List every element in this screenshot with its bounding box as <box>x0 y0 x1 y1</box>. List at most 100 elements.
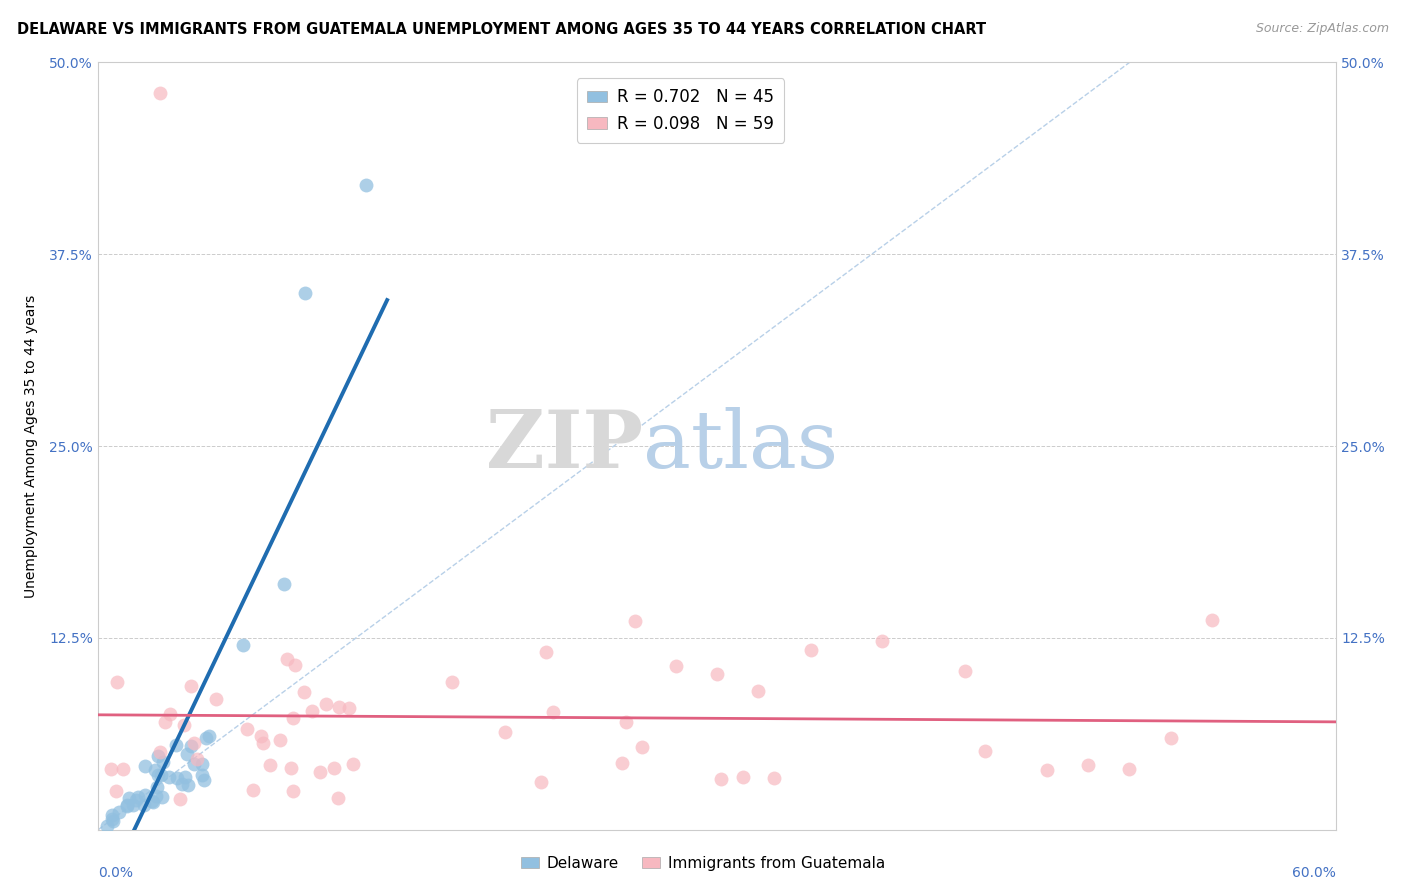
Point <box>953 664 976 678</box>
Point <box>342 757 364 772</box>
Point <box>141 794 163 808</box>
Point <box>180 739 202 753</box>
Point <box>183 736 205 750</box>
Point <box>115 799 138 814</box>
Point <box>284 658 307 673</box>
Point <box>441 675 464 690</box>
Point <box>157 770 180 784</box>
Point <box>747 684 769 698</box>
Point <box>150 790 173 805</box>
Point <box>100 762 122 776</box>
Text: 0.0%: 0.0% <box>98 866 134 880</box>
Point <box>731 770 754 784</box>
Point <box>283 784 305 798</box>
Point <box>105 674 128 689</box>
Point <box>356 178 378 193</box>
Point <box>108 805 131 819</box>
Point <box>665 659 688 673</box>
Point <box>294 285 316 300</box>
Point <box>242 782 264 797</box>
Point <box>166 771 188 785</box>
Point <box>134 788 156 802</box>
Point <box>142 795 165 809</box>
Point <box>205 692 228 706</box>
Point <box>259 757 281 772</box>
Point <box>177 778 200 792</box>
Point <box>706 666 728 681</box>
Point <box>292 684 315 698</box>
Point <box>870 634 893 648</box>
Point <box>337 700 360 714</box>
Point <box>117 797 139 812</box>
Point <box>1118 762 1140 776</box>
Point <box>1160 731 1182 745</box>
Point <box>308 764 330 779</box>
Point <box>186 752 208 766</box>
Point <box>173 717 195 731</box>
Point <box>101 812 124 826</box>
Point <box>132 797 155 812</box>
Point <box>800 643 823 657</box>
Text: ZIP: ZIP <box>486 407 643 485</box>
Point <box>165 738 187 752</box>
Point <box>235 723 257 737</box>
Point <box>315 697 337 711</box>
Point <box>322 761 344 775</box>
Point <box>623 614 645 628</box>
Point <box>143 763 166 777</box>
Point <box>149 767 172 781</box>
Point <box>281 711 304 725</box>
Legend: Delaware, Immigrants from Guatemala: Delaware, Immigrants from Guatemala <box>515 850 891 877</box>
Point <box>183 757 205 772</box>
Point <box>146 780 169 795</box>
Point <box>232 639 254 653</box>
Point <box>127 790 149 805</box>
Point <box>124 793 146 807</box>
Point <box>273 577 295 591</box>
Point <box>176 747 198 762</box>
Point <box>1201 614 1223 628</box>
Point <box>122 797 145 812</box>
Point <box>530 775 553 789</box>
Point <box>612 756 634 770</box>
Text: 60.0%: 60.0% <box>1292 866 1336 880</box>
Point <box>174 770 197 784</box>
Point <box>148 768 170 782</box>
Point <box>180 679 202 693</box>
Point <box>763 771 786 785</box>
Point <box>631 739 654 754</box>
Point <box>191 757 214 772</box>
Point <box>145 789 167 803</box>
Point <box>172 777 194 791</box>
Point <box>153 714 176 729</box>
Point <box>276 652 298 666</box>
Point <box>252 736 274 750</box>
Legend: R = 0.702   N = 45, R = 0.098   N = 59: R = 0.702 N = 45, R = 0.098 N = 59 <box>576 78 785 143</box>
Point <box>250 730 273 744</box>
Text: DELAWARE VS IMMIGRANTS FROM GUATEMALA UNEMPLOYMENT AMONG AGES 35 TO 44 YEARS COR: DELAWARE VS IMMIGRANTS FROM GUATEMALA UN… <box>17 22 986 37</box>
Point <box>543 706 565 720</box>
Point <box>195 731 218 745</box>
Point <box>1077 758 1099 772</box>
Point <box>111 762 134 776</box>
Y-axis label: Unemployment Among Ages 35 to 44 years: Unemployment Among Ages 35 to 44 years <box>24 294 38 598</box>
Point <box>614 715 637 730</box>
Text: Source: ZipAtlas.com: Source: ZipAtlas.com <box>1256 22 1389 36</box>
Point <box>96 820 118 834</box>
Point <box>149 86 172 100</box>
Point <box>494 724 516 739</box>
Point <box>148 748 170 763</box>
Point <box>198 729 221 743</box>
Point <box>328 700 350 714</box>
Point <box>191 768 214 782</box>
Point <box>101 814 124 828</box>
Point <box>118 791 141 805</box>
Point <box>280 761 302 775</box>
Point <box>105 783 128 797</box>
Point <box>534 645 557 659</box>
Point <box>152 756 174 770</box>
Point <box>974 744 997 758</box>
Point <box>301 705 323 719</box>
Point <box>193 772 215 787</box>
Point <box>269 733 291 747</box>
